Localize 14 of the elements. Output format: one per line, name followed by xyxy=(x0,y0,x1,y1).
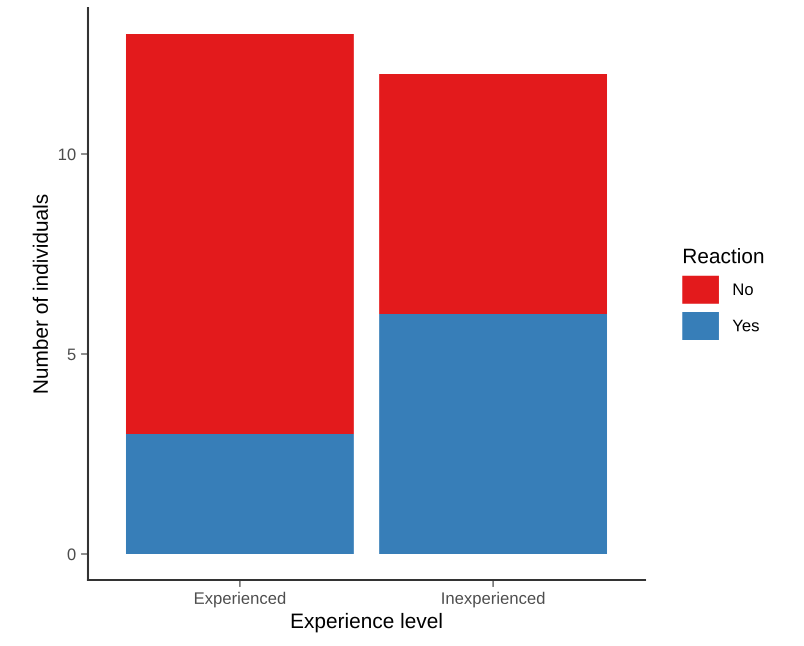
y-tick-label: 0 xyxy=(68,548,76,560)
y-tick-label: 10 xyxy=(58,148,76,160)
bar xyxy=(379,314,608,554)
x-axis-title: Experience level xyxy=(292,612,442,632)
legend-label: No xyxy=(734,283,753,296)
legend-label: Yes xyxy=(732,320,759,332)
x-tick-label: Experienced xyxy=(194,592,286,608)
y-tick-label: 5 xyxy=(68,348,76,360)
bar xyxy=(379,74,608,314)
legend-title: Reaction xyxy=(684,248,764,264)
x-tick-label: Inexperienced xyxy=(442,592,544,608)
bar xyxy=(126,34,354,434)
bar xyxy=(126,434,354,554)
y-axis-title: Number of individuals xyxy=(32,194,48,392)
